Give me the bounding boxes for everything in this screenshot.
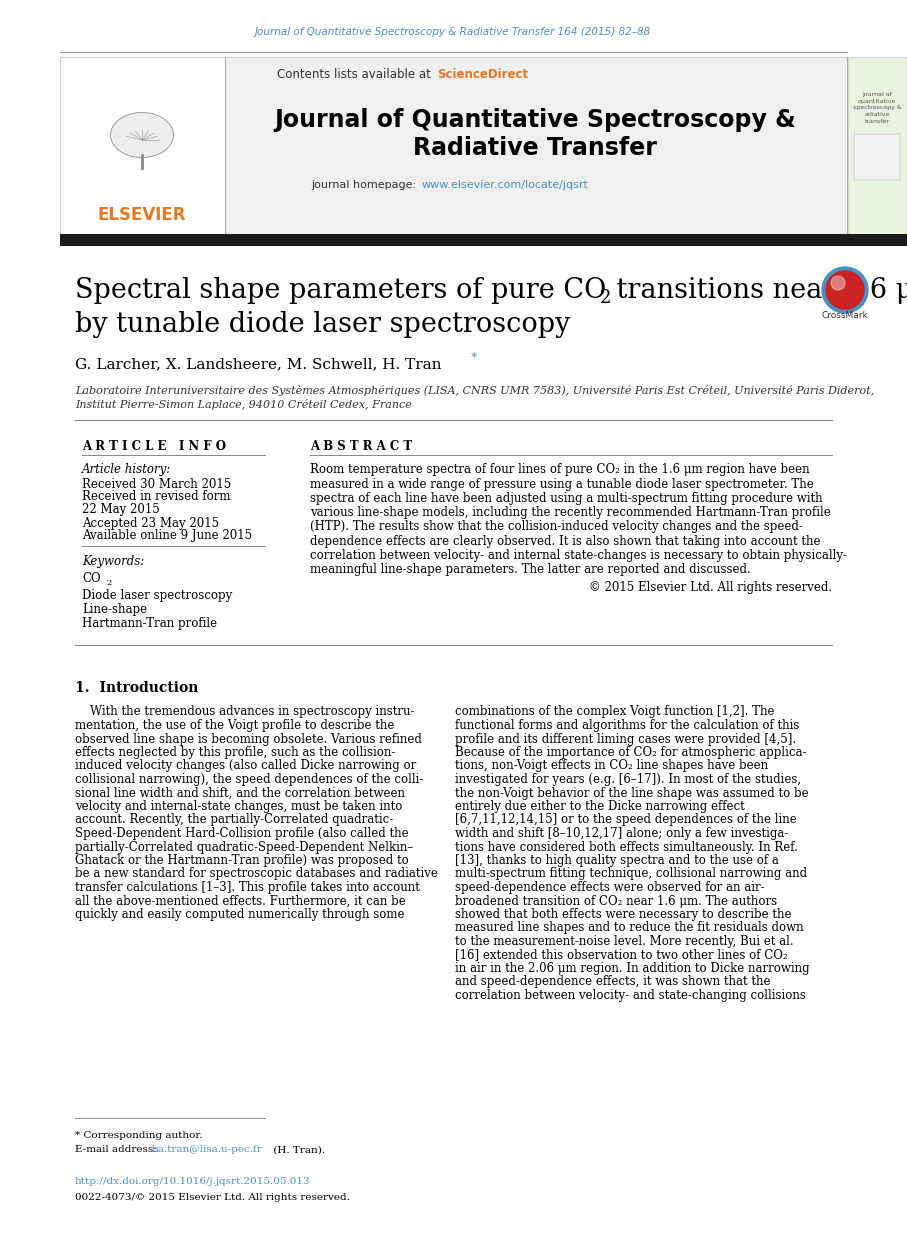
Text: partially-Correlated quadratic-Speed-Dependent Nelkin–: partially-Correlated quadratic-Speed-Dep… — [75, 841, 414, 853]
Text: Article history:: Article history: — [82, 463, 171, 477]
Text: 1.  Introduction: 1. Introduction — [75, 681, 199, 695]
Text: effects neglected by this profile, such as the collision-: effects neglected by this profile, such … — [75, 747, 395, 759]
Text: speed-dependence effects were observed for an air-: speed-dependence effects were observed f… — [455, 881, 765, 894]
Text: ELSEVIER: ELSEVIER — [98, 206, 186, 224]
Text: [13], thanks to high quality spectra and to the use of a: [13], thanks to high quality spectra and… — [455, 854, 779, 867]
Text: collisional narrowing), the speed dependences of the colli-: collisional narrowing), the speed depend… — [75, 773, 424, 786]
Text: transitions near 1.6 μm: transitions near 1.6 μm — [608, 276, 907, 303]
Text: meaningful line-shape parameters. The latter are reported and discussed.: meaningful line-shape parameters. The la… — [310, 563, 751, 576]
Text: 0022-4073/© 2015 Elsevier Ltd. All rights reserved.: 0022-4073/© 2015 Elsevier Ltd. All right… — [75, 1193, 350, 1202]
Text: E-mail address:: E-mail address: — [75, 1145, 160, 1155]
Text: sional line width and shift, and the correlation between: sional line width and shift, and the cor… — [75, 786, 405, 800]
Text: tions, non-Voigt effects in CO₂ line shapes have been: tions, non-Voigt effects in CO₂ line sha… — [455, 759, 768, 773]
Text: Accepted 23 May 2015: Accepted 23 May 2015 — [82, 516, 219, 530]
Text: Laboratoire Interuniversitaire des Systèmes Atmosphériques (LISA, CNRS UMR 7583): Laboratoire Interuniversitaire des Systè… — [75, 385, 874, 395]
Text: With the tremendous advances in spectroscopy instru-: With the tremendous advances in spectros… — [75, 706, 414, 718]
Text: Radiative Transfer: Radiative Transfer — [413, 136, 657, 160]
Circle shape — [826, 271, 864, 310]
Text: Speed-Dependent Hard-Collision profile (also called the: Speed-Dependent Hard-Collision profile (… — [75, 827, 409, 841]
Text: tions have considered both effects simultaneously. In Ref.: tions have considered both effects simul… — [455, 841, 798, 853]
Bar — [60, 57, 225, 235]
Text: Line-shape: Line-shape — [82, 603, 147, 617]
Text: ScienceDirect: ScienceDirect — [437, 68, 528, 82]
Text: A R T I C L E   I N F O: A R T I C L E I N F O — [82, 441, 226, 453]
Text: Received in revised form: Received in revised form — [82, 490, 230, 504]
Bar — [854, 134, 900, 180]
Text: width and shift [8–10,12,17] alone; only a few investiga-: width and shift [8–10,12,17] alone; only… — [455, 827, 788, 841]
Text: observed line shape is becoming obsolete. Various refined: observed line shape is becoming obsolete… — [75, 733, 422, 745]
Text: CO: CO — [82, 572, 101, 584]
Text: Spectral shape parameters of pure CO: Spectral shape parameters of pure CO — [75, 276, 606, 303]
Text: various line-shape models, including the recently recommended Hartmann-Tran prof: various line-shape models, including the… — [310, 506, 831, 519]
Text: Received 30 March 2015: Received 30 March 2015 — [82, 478, 231, 490]
Text: G. Larcher, X. Landsheere, M. Schwell, H. Tran: G. Larcher, X. Landsheere, M. Schwell, H… — [75, 357, 442, 371]
Text: in air in the 2.06 μm region. In addition to Dicke narrowing: in air in the 2.06 μm region. In additio… — [455, 962, 810, 976]
Text: © 2015 Elsevier Ltd. All rights reserved.: © 2015 Elsevier Ltd. All rights reserved… — [589, 582, 832, 594]
Text: account. Recently, the partially-Correlated quadratic-: account. Recently, the partially-Correla… — [75, 813, 394, 827]
Text: Because of the importance of CO₂ for atmospheric applica-: Because of the importance of CO₂ for atm… — [455, 747, 806, 759]
Text: www.elsevier.com/locate/jqsrt: www.elsevier.com/locate/jqsrt — [422, 180, 589, 189]
Text: transfer calculations [1–3]. This profile takes into account: transfer calculations [1–3]. This profil… — [75, 881, 420, 894]
Polygon shape — [111, 113, 173, 157]
Text: Room temperature spectra of four lines of pure CO₂ in the 1.6 μm region have bee: Room temperature spectra of four lines o… — [310, 463, 810, 477]
Text: 2: 2 — [600, 288, 611, 307]
Text: showed that both effects were necessary to describe the: showed that both effects were necessary … — [455, 907, 792, 921]
Text: investigated for years (e.g. [6–17]). In most of the studies,: investigated for years (e.g. [6–17]). In… — [455, 773, 801, 786]
Text: and speed-dependence effects, it was shown that the: and speed-dependence effects, it was sho… — [455, 976, 771, 988]
Text: multi-spectrum fitting technique, collisional narrowing and: multi-spectrum fitting technique, collis… — [455, 868, 807, 880]
Text: 22 May 2015: 22 May 2015 — [82, 504, 160, 516]
Text: correlation between velocity- and internal state-changes is necessary to obtain : correlation between velocity- and intern… — [310, 548, 847, 562]
Text: quickly and easily computed numerically through some: quickly and easily computed numerically … — [75, 907, 405, 921]
Text: Institut Pierre-Simon Laplace, 94010 Créteil Cedex, France: Institut Pierre-Simon Laplace, 94010 Cré… — [75, 399, 412, 410]
Text: profile and its different liming cases were provided [4,5].: profile and its different liming cases w… — [455, 733, 796, 745]
Text: Ghatack or the Hartmann-Tran profile) was proposed to: Ghatack or the Hartmann-Tran profile) wa… — [75, 854, 409, 867]
Circle shape — [822, 267, 868, 313]
Text: mentation, the use of the Voigt profile to describe the: mentation, the use of the Voigt profile … — [75, 719, 395, 732]
Text: journal of
quantitative
spectroscopy &
adiative
transfer: journal of quantitative spectroscopy & a… — [853, 93, 902, 124]
Text: 2: 2 — [106, 579, 112, 587]
Text: be a new standard for spectroscopic databases and radiative: be a new standard for spectroscopic data… — [75, 868, 438, 880]
Text: [6,7,11,12,14,15] or to the speed dependences of the line: [6,7,11,12,14,15] or to the speed depend… — [455, 813, 796, 827]
Text: to the measurement-noise level. More recently, Bui et al.: to the measurement-noise level. More rec… — [455, 935, 794, 948]
Bar — [225, 57, 847, 235]
Text: Journal of Quantitative Spectroscopy & Radiative Transfer 164 (2015) 82–88: Journal of Quantitative Spectroscopy & R… — [255, 27, 651, 37]
Text: CrossMark: CrossMark — [822, 311, 868, 319]
Text: Hartmann-Tran profile: Hartmann-Tran profile — [82, 618, 217, 630]
Text: ha.tran@lisa.u-pec.fr: ha.tran@lisa.u-pec.fr — [152, 1145, 263, 1155]
Text: Available online 9 June 2015: Available online 9 June 2015 — [82, 530, 252, 542]
Circle shape — [831, 276, 845, 290]
Text: Contents lists available at: Contents lists available at — [278, 68, 435, 82]
Text: by tunable diode laser spectroscopy: by tunable diode laser spectroscopy — [75, 312, 571, 338]
Text: *: * — [471, 352, 477, 364]
Text: Diode laser spectroscopy: Diode laser spectroscopy — [82, 588, 232, 602]
Text: spectra of each line have been adjusted using a multi-spectrum fitting procedure: spectra of each line have been adjusted … — [310, 491, 823, 505]
Text: the non-Voigt behavior of the line shape was assumed to be: the non-Voigt behavior of the line shape… — [455, 786, 809, 800]
Text: http://dx.doi.org/10.1016/j.jqsrt.2015.05.013: http://dx.doi.org/10.1016/j.jqsrt.2015.0… — [75, 1177, 310, 1186]
Text: [16] extended this observation to two other lines of CO₂: [16] extended this observation to two ot… — [455, 948, 787, 962]
Bar — [60, 234, 907, 246]
Text: induced velocity changes (also called Dicke narrowing or: induced velocity changes (also called Di… — [75, 759, 416, 773]
Text: * Corresponding author.: * Corresponding author. — [75, 1130, 202, 1139]
Text: journal homepage:: journal homepage: — [311, 180, 420, 189]
Bar — [60, 57, 847, 235]
Bar — [848, 57, 906, 235]
Text: all the above-mentioned effects. Furthermore, it can be: all the above-mentioned effects. Further… — [75, 895, 405, 907]
Text: (H. Tran).: (H. Tran). — [270, 1145, 325, 1155]
Text: Keywords:: Keywords: — [82, 556, 144, 568]
Text: correlation between velocity- and state-changing collisions: correlation between velocity- and state-… — [455, 989, 806, 1002]
Text: dependence effects are clearly observed. It is also shown that taking into accou: dependence effects are clearly observed.… — [310, 535, 821, 547]
Text: measured in a wide range of pressure using a tunable diode laser spectrometer. T: measured in a wide range of pressure usi… — [310, 478, 814, 490]
Text: Journal of Quantitative Spectroscopy &: Journal of Quantitative Spectroscopy & — [274, 108, 795, 132]
Text: broadened transition of CO₂ near 1.6 μm. The authors: broadened transition of CO₂ near 1.6 μm.… — [455, 895, 777, 907]
Text: entirely due either to the Dicke narrowing effect: entirely due either to the Dicke narrowi… — [455, 800, 745, 813]
Text: A B S T R A C T: A B S T R A C T — [310, 441, 412, 453]
Text: functional forms and algorithms for the calculation of this: functional forms and algorithms for the … — [455, 719, 799, 732]
Text: (HTP). The results show that the collision-induced velocity changes and the spee: (HTP). The results show that the collisi… — [310, 520, 803, 534]
Text: measured line shapes and to reduce the fit residuals down: measured line shapes and to reduce the f… — [455, 921, 804, 935]
Text: combinations of the complex Voigt function [1,2]. The: combinations of the complex Voigt functi… — [455, 706, 775, 718]
Text: velocity and internal-state changes, must be taken into: velocity and internal-state changes, mus… — [75, 800, 403, 813]
